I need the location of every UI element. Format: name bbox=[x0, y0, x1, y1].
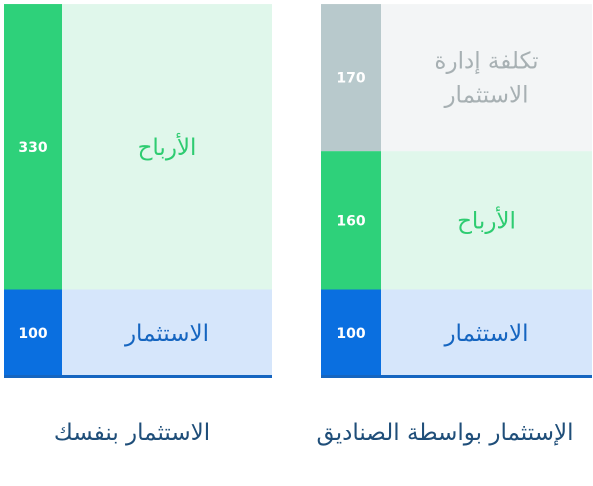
segment-bg-investment-1 bbox=[381, 289, 592, 376]
baseline-0 bbox=[4, 375, 272, 378]
baseline-1 bbox=[321, 375, 592, 378]
value-label-profit-0: 330 bbox=[18, 140, 47, 156]
bar-segment-investment-0 bbox=[4, 289, 62, 376]
segment-label-investment-0: الاستثمار bbox=[124, 321, 209, 347]
segment-bg-profit-0 bbox=[62, 4, 272, 290]
bar-segment-profit-0 bbox=[4, 4, 62, 290]
segment-label-profit-0: الأرباح bbox=[138, 133, 197, 161]
bar-segment-profit-1 bbox=[321, 151, 381, 290]
segment-bg-profit-1 bbox=[381, 151, 592, 290]
segment-bg-cost-1 bbox=[381, 4, 592, 152]
bar-segment-investment-1 bbox=[321, 289, 381, 376]
segment-label-profit-1: الأرباح bbox=[457, 206, 516, 234]
value-label-investment-0: 100 bbox=[18, 326, 47, 342]
segment-label-cost-1-line1: الاستثمار bbox=[443, 83, 528, 109]
caption-fund-investing: الإستثمار بواسطة الصناديق bbox=[316, 420, 574, 446]
segment-label-cost-1-line0: تكلفة إدارة bbox=[434, 49, 538, 75]
bar-segment-cost-1 bbox=[321, 4, 381, 152]
value-label-profit-1: 160 bbox=[336, 213, 365, 229]
segment-bg-investment-0 bbox=[62, 289, 272, 376]
value-label-investment-1: 100 bbox=[336, 326, 365, 342]
segment-label-investment-1: الاستثمار bbox=[443, 321, 528, 347]
caption-self-investing: الاستثمار بنفسك bbox=[53, 420, 211, 446]
value-label-cost-1: 170 bbox=[336, 71, 365, 87]
